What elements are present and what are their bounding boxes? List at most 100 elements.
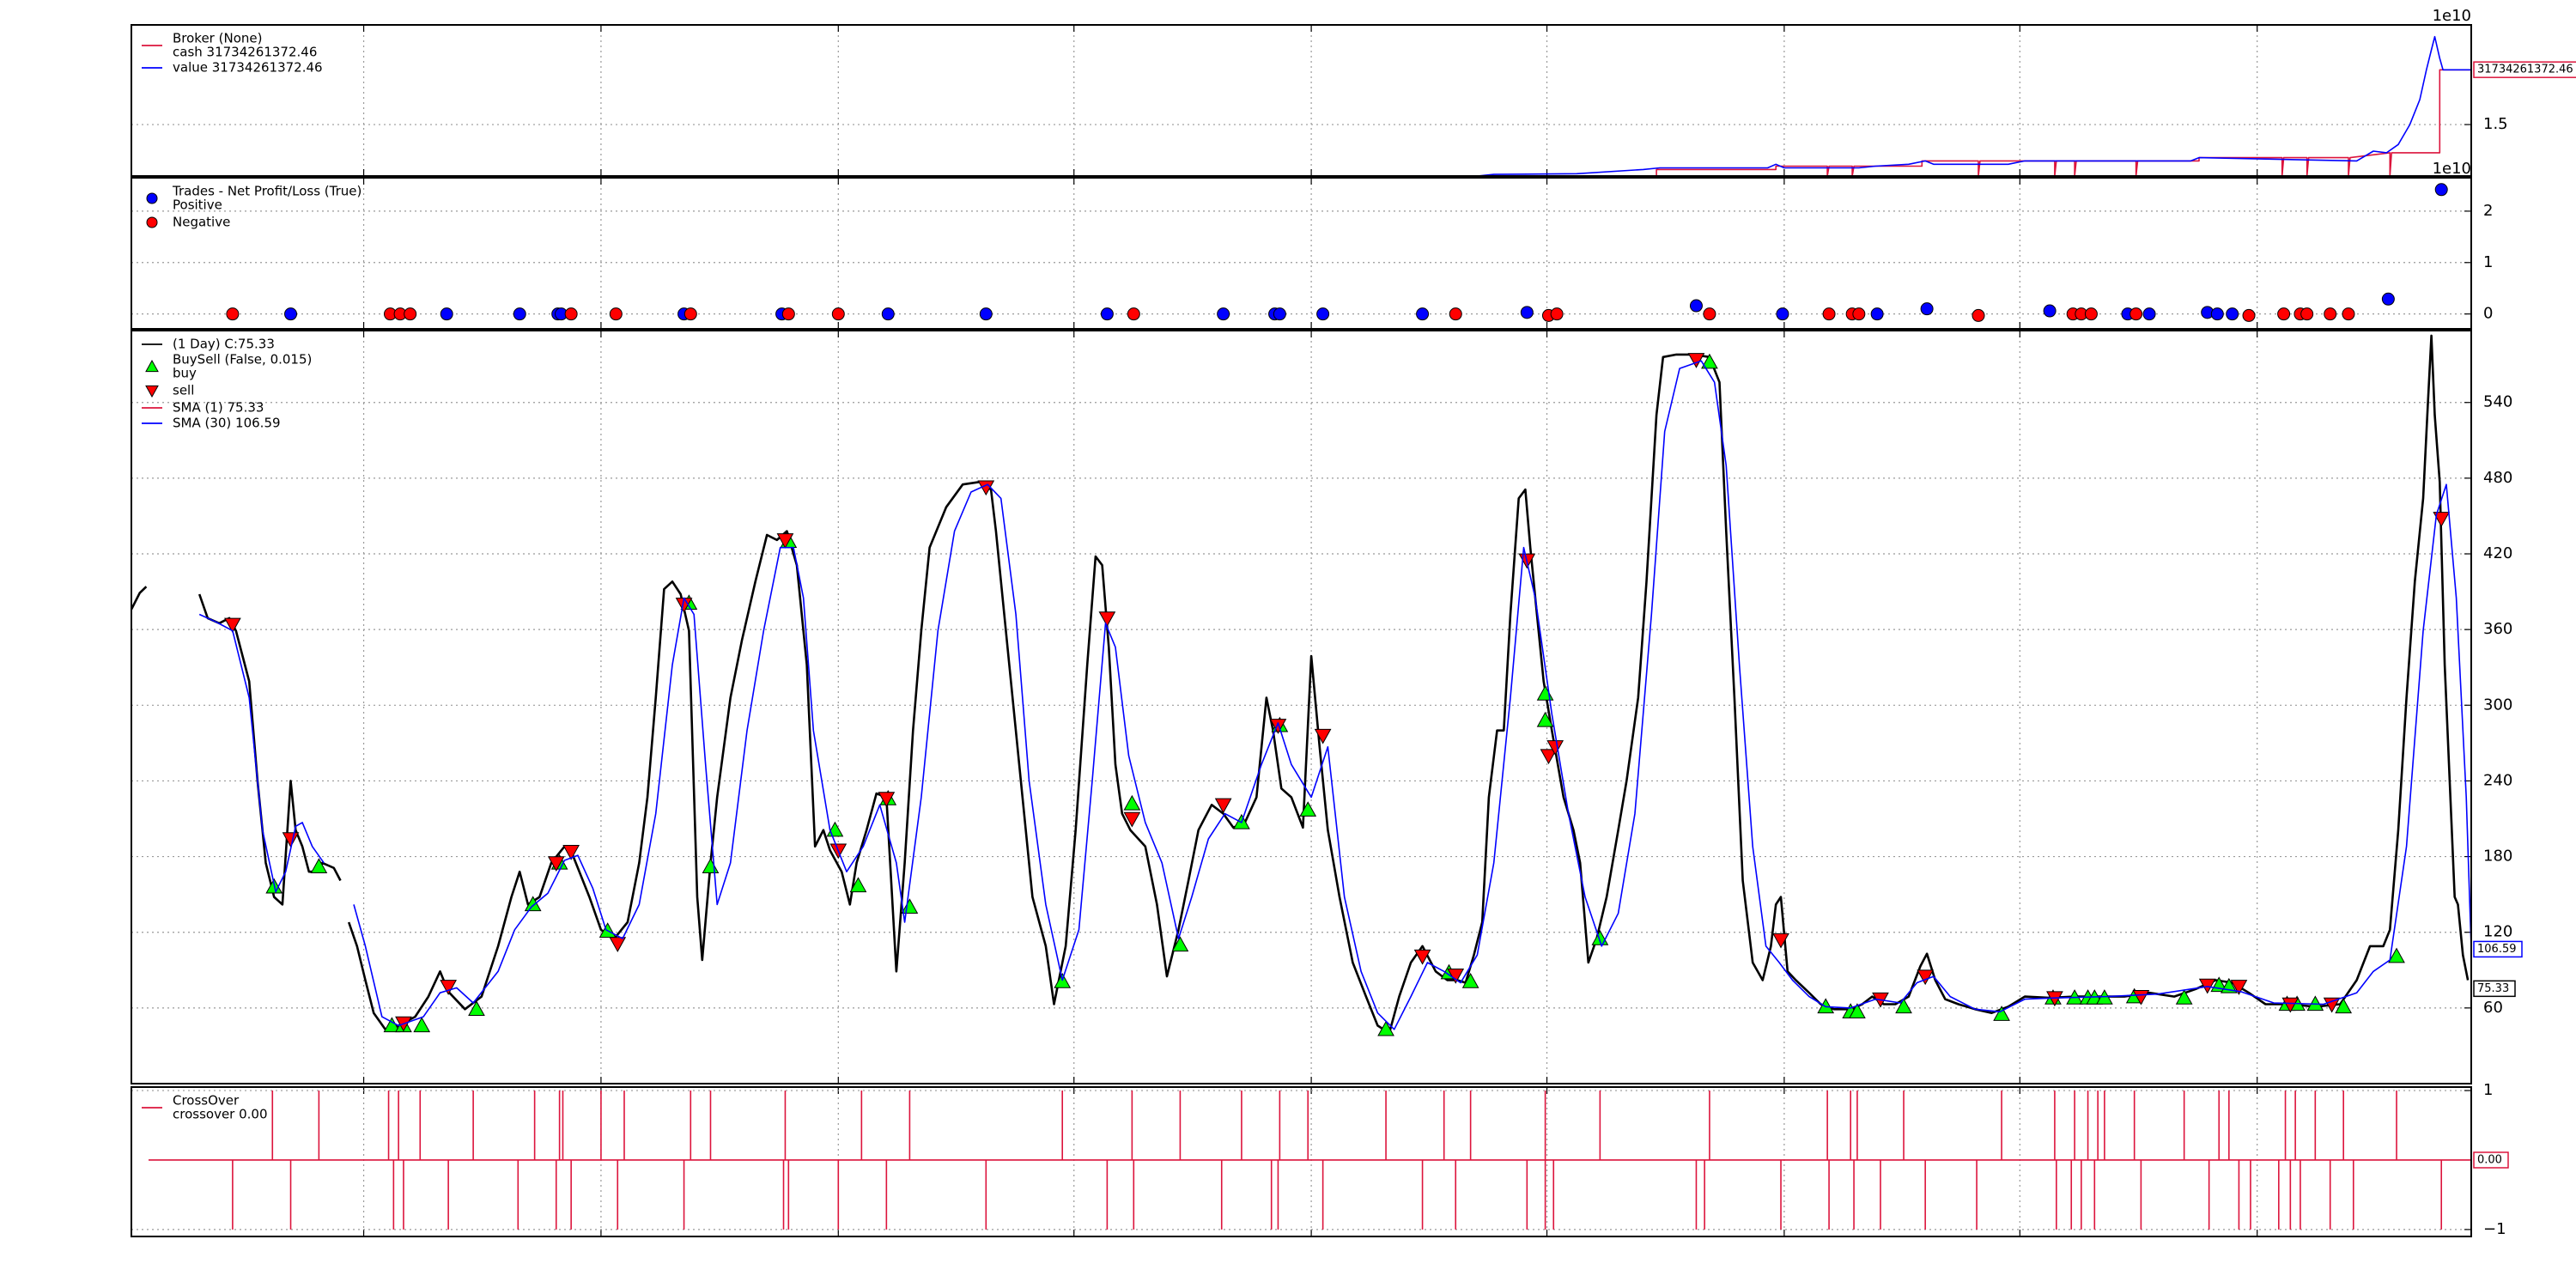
sell-marker	[1123, 811, 1141, 828]
legend-label: buy	[173, 366, 197, 381]
legend-swatch	[146, 192, 158, 204]
buy-marker	[1701, 353, 1718, 369]
trade-dot	[781, 307, 795, 321]
trade-dot	[1920, 302, 1934, 316]
axis-offset-label: 1e10	[2433, 7, 2471, 25]
trade-dot	[1416, 307, 1430, 321]
trade-dot	[1217, 307, 1230, 321]
sell-marker	[1269, 719, 1287, 734]
trade-dot	[404, 307, 417, 321]
sell-marker	[878, 792, 896, 808]
buy-marker	[849, 877, 867, 893]
trade-dot	[1316, 307, 1330, 321]
y-tick-label: 1.5	[2483, 115, 2508, 133]
trade-dot	[2210, 307, 2224, 321]
trade-dot	[1822, 307, 1836, 321]
trade-dot	[1852, 307, 1866, 321]
buy-marker	[1171, 936, 1189, 952]
buy-marker	[524, 896, 542, 912]
sell-marker	[2281, 997, 2300, 1013]
sell-marker	[440, 980, 457, 995]
panel-frame	[131, 177, 2472, 330]
value-box-label: 0.00	[2477, 1153, 2502, 1166]
sell-marker	[1546, 740, 1564, 756]
sell-marker	[776, 533, 794, 549]
buy-marker	[1993, 1005, 2010, 1021]
sell-marker	[1917, 969, 1935, 986]
buy-marker	[1895, 998, 1912, 1014]
trade-dot	[2129, 307, 2143, 321]
value-box-label: 31734261372.46	[2477, 64, 2573, 76]
legend-label: Negative	[173, 215, 230, 230]
y-tick-label: 420	[2483, 544, 2512, 562]
y-tick-label: 240	[2483, 771, 2512, 789]
trade-dot	[683, 307, 697, 321]
trade-dot	[831, 307, 845, 321]
sell-marker	[562, 845, 580, 860]
value-box-label: 75.33	[2477, 982, 2509, 995]
sell-marker	[1314, 728, 1332, 744]
buy-marker	[1461, 972, 1479, 988]
legend-label: value 31734261372.46	[173, 60, 323, 76]
trade-dot	[2242, 308, 2256, 322]
trade-dot	[1127, 307, 1140, 321]
buy-marker	[1377, 1020, 1394, 1036]
legend-label: SMA (1) 75.33	[173, 400, 264, 416]
y-tick-label: 360	[2483, 620, 2512, 638]
buy-marker	[2388, 947, 2405, 963]
trade-dot	[2084, 307, 2098, 321]
sell-marker	[1214, 798, 1232, 814]
value-box	[2473, 940, 2523, 958]
sell-marker	[1540, 749, 1558, 765]
legend-label: cash 31734261372.46	[173, 45, 317, 60]
trade-dot	[1776, 307, 1789, 321]
trade-dot	[2381, 292, 2395, 306]
sell-marker	[1772, 933, 1789, 949]
trade-dot	[2142, 307, 2156, 321]
trade-dot	[1703, 307, 1716, 321]
panel-frame	[131, 24, 2472, 177]
trade-dot	[881, 307, 895, 321]
y-tick-label: 2	[2483, 202, 2493, 220]
sell-marker	[2433, 512, 2451, 527]
y-tick-label: 1	[2483, 1081, 2493, 1099]
y-tick-label: 120	[2483, 923, 2512, 941]
series-line	[198, 360, 2472, 1030]
trade-dot	[2324, 307, 2337, 321]
trade-dot	[226, 307, 240, 321]
y-tick-label: −1	[2483, 1220, 2506, 1238]
trade-dot	[1689, 299, 1703, 313]
trade-dot	[1870, 307, 1884, 321]
legend-header: CrossOver	[173, 1093, 240, 1109]
legend-swatch	[145, 385, 159, 398]
trade-dot	[564, 307, 578, 321]
series-line	[131, 35, 2471, 177]
trade-dot	[1273, 307, 1286, 321]
legend-label: crossover 0.00	[173, 1107, 268, 1122]
y-tick-label: 180	[2483, 848, 2512, 866]
trade-dot	[2342, 307, 2355, 321]
panel-frame	[131, 330, 2472, 1084]
trade-dot	[2043, 304, 2057, 318]
buy-marker	[1849, 1003, 1866, 1018]
trade-dot	[284, 307, 298, 321]
buy-marker	[2175, 989, 2193, 1005]
trade-dot	[2277, 307, 2291, 321]
value-box	[2473, 1151, 2509, 1169]
trade-dot	[609, 307, 623, 321]
panel-frame	[131, 1086, 2472, 1237]
sell-marker	[2132, 989, 2150, 1005]
y-tick-label: 1	[2483, 253, 2493, 271]
trade-dot	[2300, 307, 2314, 321]
axis-offset-label: 1e10	[2433, 160, 2471, 178]
legend-label: (1 Day) C:75.33	[173, 337, 275, 352]
sell-marker	[1687, 353, 1705, 368]
y-tick-label: 0	[2483, 305, 2493, 323]
buy-marker	[468, 1000, 485, 1017]
y-tick-label: 480	[2483, 469, 2512, 487]
legend-header: Trades - Net Profit/Loss (True)	[172, 184, 361, 199]
legend-header: Broker (None)	[173, 31, 262, 46]
value-box	[2473, 980, 2516, 998]
